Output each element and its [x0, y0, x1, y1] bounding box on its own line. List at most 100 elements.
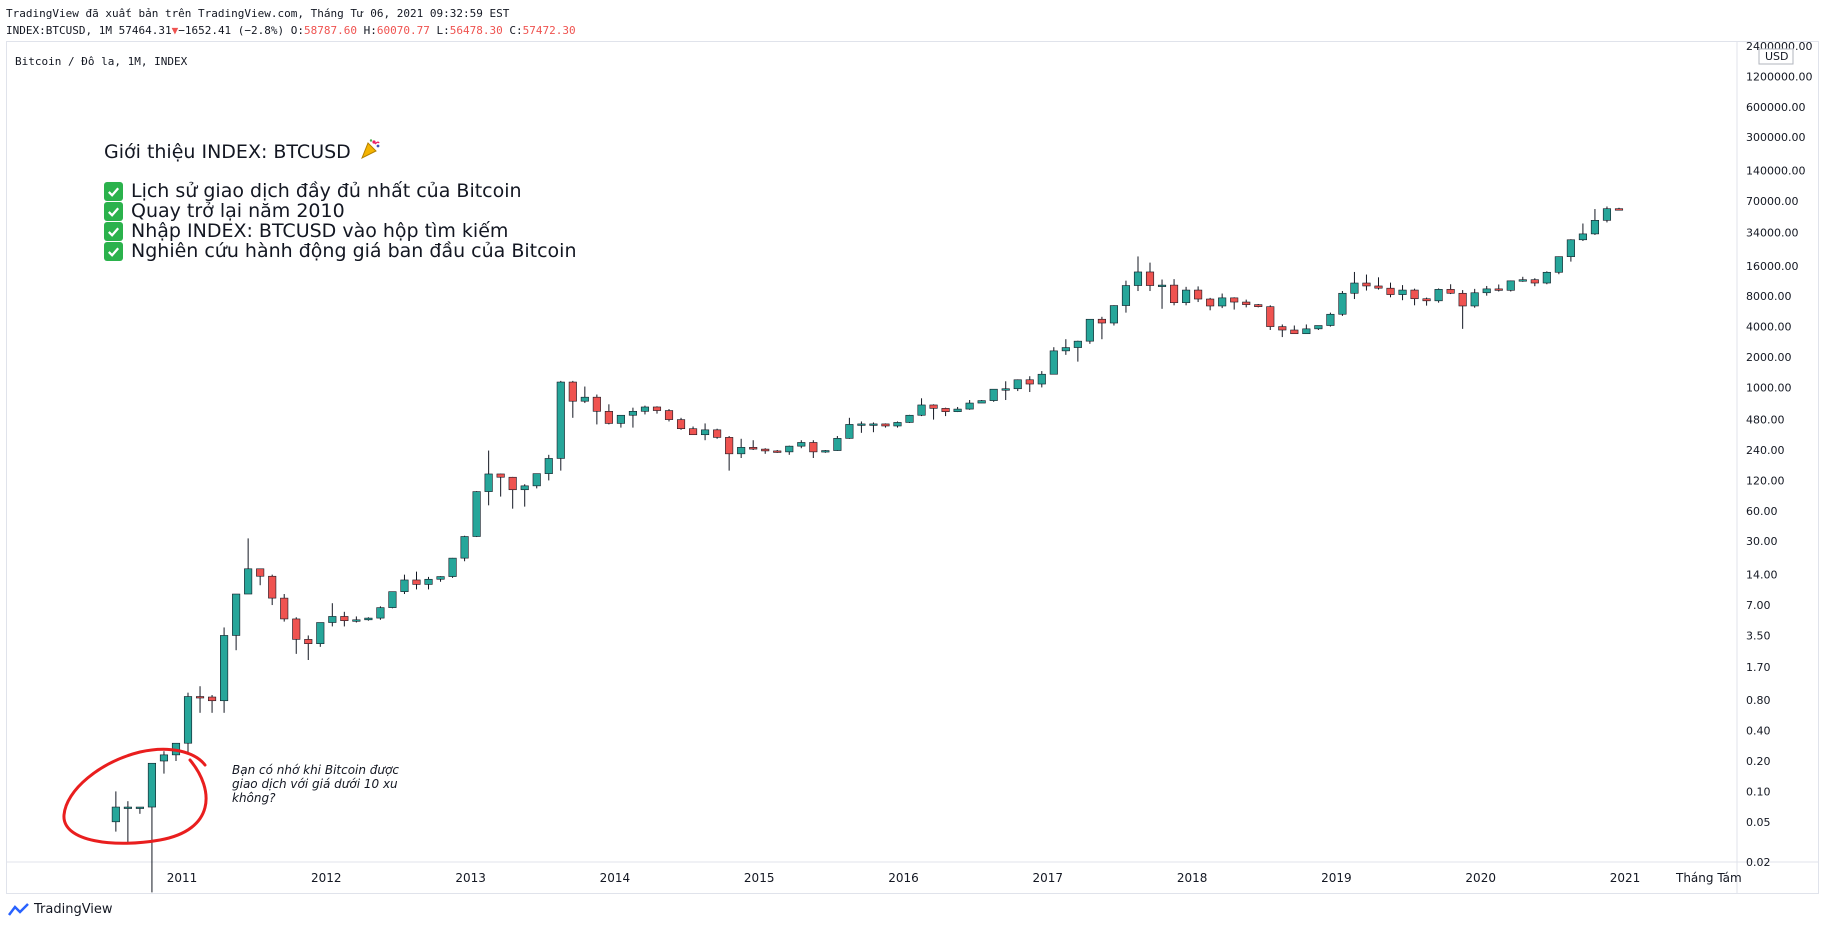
y-tick-label: 3.50 [1746, 629, 1771, 642]
candle-up [1566, 239, 1575, 257]
note-item-text: Lịch sử giao dịch đầy đủ nhất của Bitcoi… [131, 180, 522, 202]
candle-down [1530, 279, 1539, 284]
candle-up [388, 591, 397, 608]
y-tick-label: 16000.00 [1746, 260, 1799, 273]
candle-down [1362, 282, 1371, 287]
y-tick-label: 2000.00 [1746, 351, 1792, 364]
candle-down [1386, 287, 1395, 295]
party-popper-icon [359, 138, 381, 165]
candle-down [1266, 306, 1275, 327]
candle-up [737, 447, 746, 455]
candle-up [159, 754, 169, 762]
note-item-text: Nhập INDEX: BTCUSD vào hộp tìm kiếm [131, 220, 509, 242]
candle-up [1037, 373, 1046, 385]
candle-down [689, 428, 698, 436]
y-tick-label: 4000.00 [1746, 321, 1792, 334]
candle-up [857, 423, 866, 426]
candle-up [977, 400, 986, 404]
candle-down [1097, 318, 1106, 324]
high-label: H: [363, 24, 377, 37]
candle-up [244, 568, 253, 595]
candle-down [1290, 329, 1299, 335]
candle-up [1326, 313, 1335, 326]
candle-up [1506, 280, 1515, 291]
x-tick-label: 2014 [600, 871, 631, 885]
candle-down [1242, 301, 1251, 305]
candle-down [340, 616, 349, 621]
candle-down [508, 476, 517, 491]
candle-down [664, 410, 674, 420]
candle-up [1518, 279, 1527, 282]
candle-down [1025, 379, 1034, 385]
candle-down [496, 473, 505, 478]
published-by-line: TradingView đã xuất bản trên TradingView… [6, 7, 510, 20]
x-tick-label: 2021 [1610, 871, 1641, 885]
candle-up [616, 414, 625, 424]
candle-up [520, 485, 529, 491]
candle-up [376, 607, 385, 619]
candle-up [484, 473, 493, 492]
candle-up [135, 806, 144, 809]
x-tick-label: 2017 [1033, 871, 1064, 885]
candle-up [472, 491, 481, 537]
candle-down [1494, 288, 1503, 291]
candle-up [1013, 379, 1022, 390]
check-mark-icon [104, 201, 123, 221]
y-tick-label: 7.00 [1746, 599, 1771, 612]
change-text: −1652.41 (−2.8%) [178, 24, 285, 37]
currency-label-box [1758, 48, 1794, 65]
candle-up [123, 806, 132, 809]
symbol-description: Bitcoin / Đô la, 1M, INDEX [15, 55, 188, 68]
open-label: O: [290, 24, 305, 37]
candle-up [364, 617, 373, 621]
candle-up [328, 616, 337, 623]
candle-down [929, 404, 938, 409]
candle-down [1614, 208, 1624, 211]
x-tick-label: 2016 [888, 871, 919, 885]
y-tick-label: 14.00 [1746, 569, 1778, 582]
low-label: L: [436, 24, 450, 37]
candle-down [1458, 292, 1467, 307]
candle-down [1170, 284, 1179, 303]
y-tick-label: 60.00 [1746, 505, 1778, 518]
chart-frame [6, 41, 1819, 894]
candle-down [652, 406, 662, 411]
candle-up [1398, 289, 1407, 295]
check-mark-icon [104, 181, 123, 201]
candle-down [268, 575, 277, 599]
candle-up [821, 450, 830, 453]
y-tick-label: 120.00 [1746, 474, 1785, 487]
y-tick-label: 1.70 [1746, 661, 1771, 674]
candle-up [352, 619, 361, 622]
candle-up [1133, 271, 1143, 286]
y-tick-label: 30.00 [1746, 535, 1778, 548]
candle-up [232, 593, 241, 636]
tradingview-brand: TradingView [34, 902, 113, 917]
note-item-text: Quay trở lại năm 2010 [131, 200, 345, 222]
candle-down [604, 410, 613, 424]
y-tick-label: 0.80 [1746, 694, 1771, 707]
candle-up [400, 579, 409, 592]
candle-up [544, 458, 553, 474]
candle-up [953, 408, 962, 412]
x-tick-label: 2015 [744, 871, 775, 885]
candle-up [316, 622, 325, 645]
candle-down [412, 579, 421, 585]
candle-down [1278, 326, 1287, 331]
check-mark-icon [104, 241, 123, 261]
candle-up [183, 696, 193, 744]
candle-up [556, 381, 565, 459]
candle-up [1001, 388, 1010, 391]
candle-up [917, 404, 926, 416]
candle-down [1422, 298, 1431, 302]
x-extra-label: Tháng Tám [1675, 871, 1742, 885]
candle-up [460, 536, 469, 559]
y-tick-label: 140000.00 [1746, 165, 1806, 178]
annotation-circle [62, 747, 208, 845]
tradingview-logo[interactable]: TradingView [8, 902, 113, 917]
note-item: Lịch sử giao dịch đầy đủ nhất của Bitcoi… [104, 181, 577, 201]
ohlc-legend: INDEX:BTCUSD, 1M 57464.31▼−1652.41 (−2.8… [6, 24, 576, 37]
candle-down [1194, 289, 1203, 300]
candle-down [1206, 298, 1215, 307]
